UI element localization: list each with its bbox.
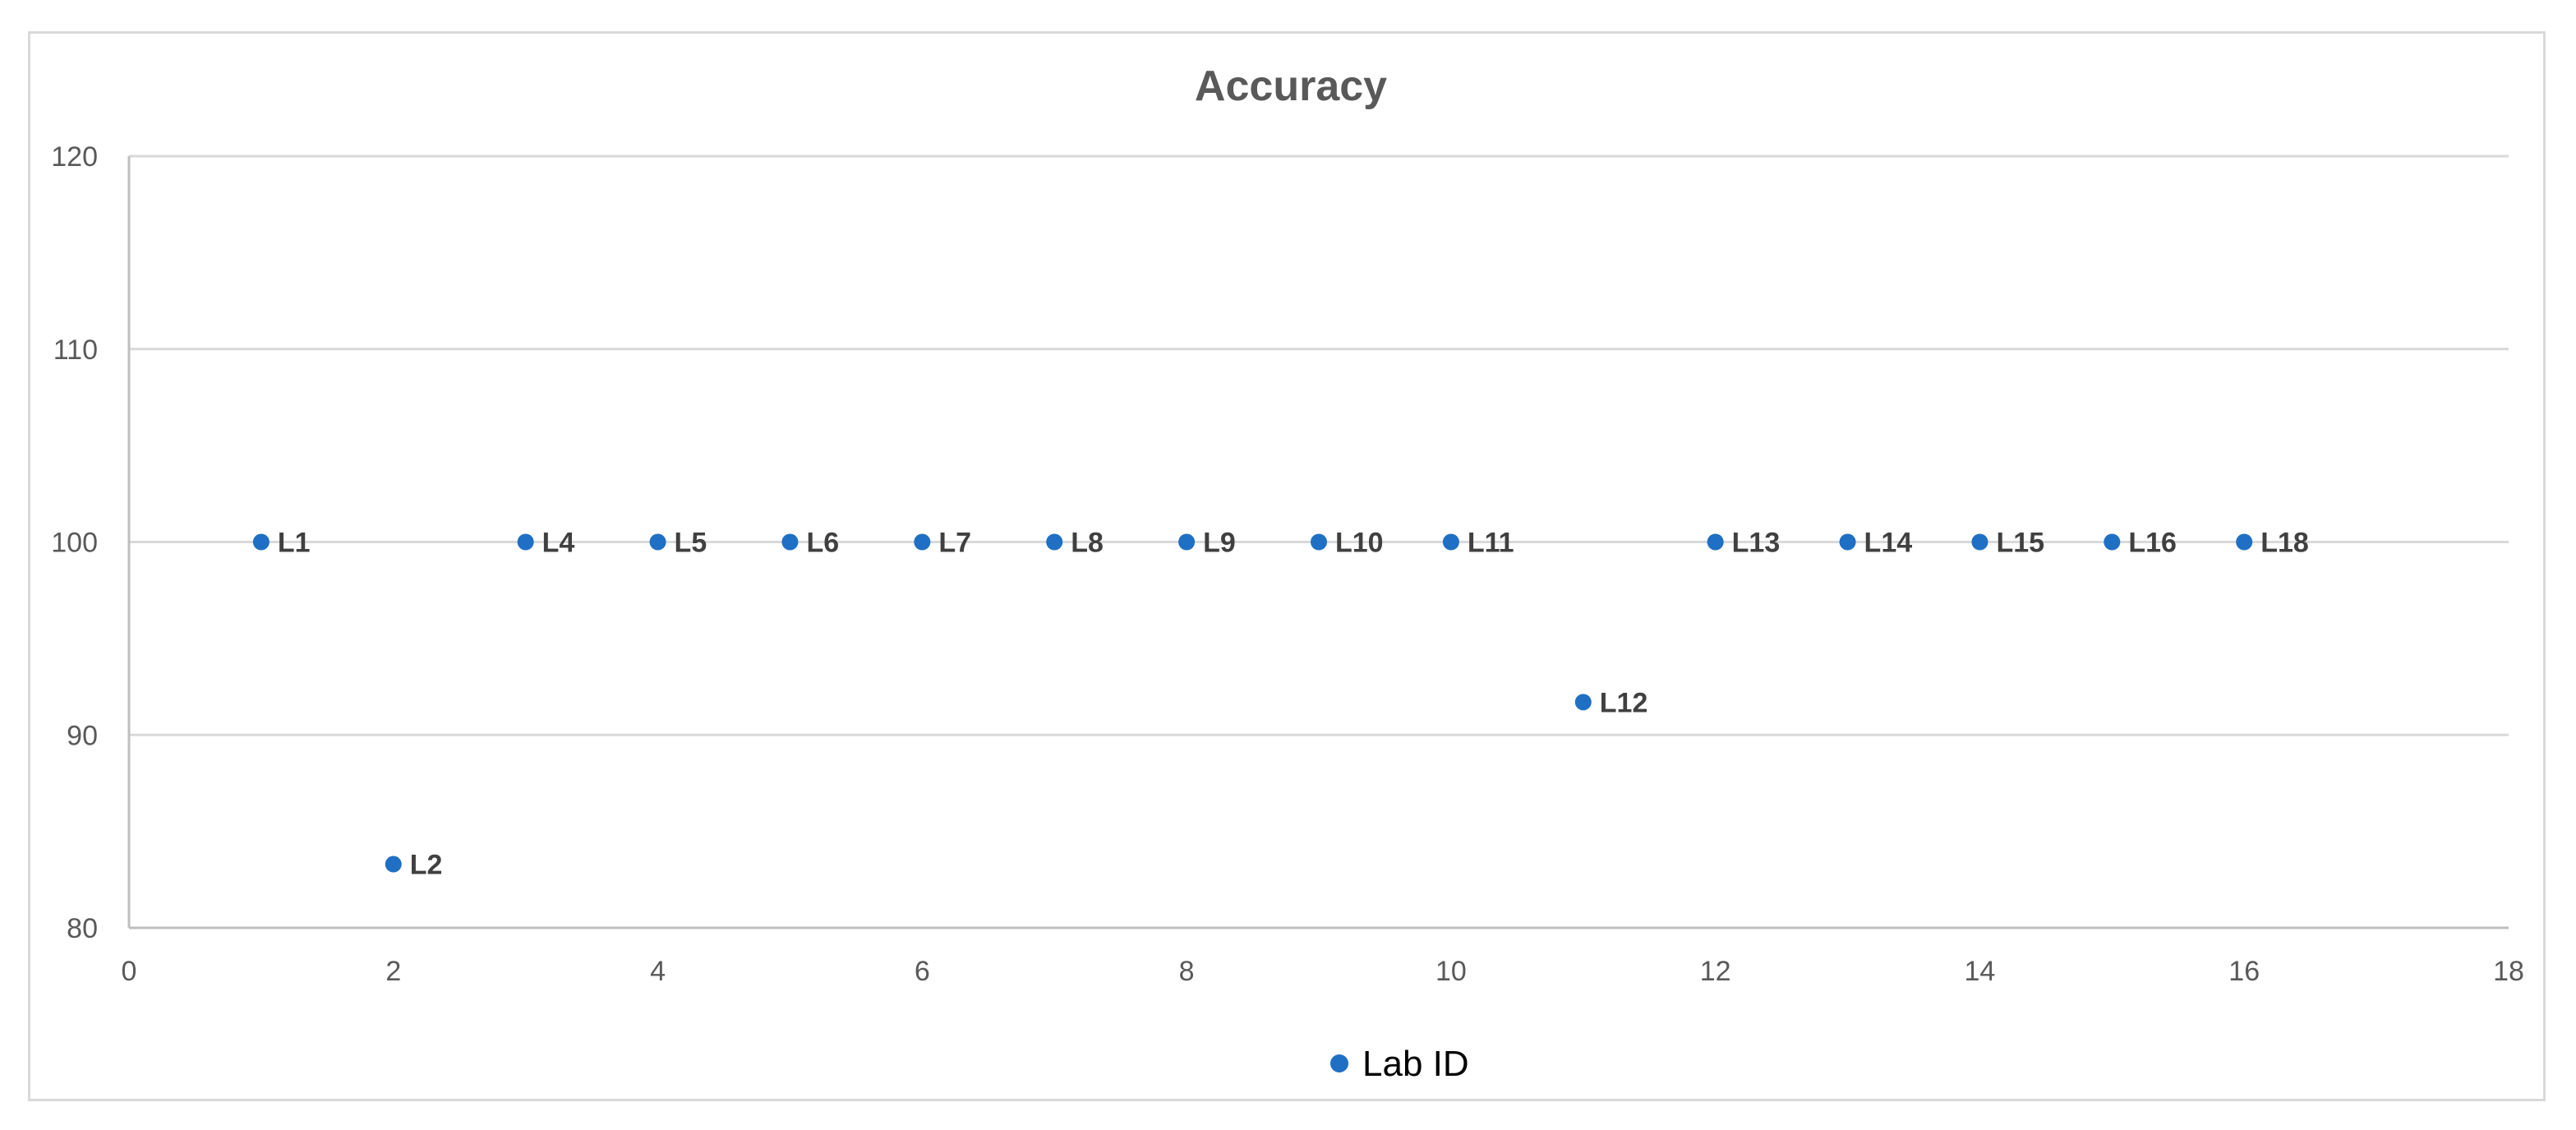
data-point xyxy=(385,856,402,873)
y-tick-label: 120 xyxy=(51,141,98,173)
x-tick-label: 18 xyxy=(2493,956,2524,987)
data-label: L8 xyxy=(1071,528,1104,559)
data-label: L14 xyxy=(1864,528,1913,559)
data-label: L7 xyxy=(938,528,971,559)
data-point xyxy=(2104,533,2121,551)
data-point xyxy=(1971,533,1988,551)
data-label: L2 xyxy=(410,850,443,881)
data-point xyxy=(1839,533,1856,551)
data-label: L12 xyxy=(1600,687,1648,718)
data-point xyxy=(1178,533,1196,551)
data-point xyxy=(1442,533,1459,551)
x-tick-label: 8 xyxy=(1179,956,1195,987)
y-tick-label: 110 xyxy=(53,334,98,366)
data-label: L16 xyxy=(2128,528,2177,559)
data-point xyxy=(517,533,534,551)
chart-area xyxy=(28,31,2546,1101)
data-label: L6 xyxy=(806,528,839,559)
data-label: L4 xyxy=(542,528,575,559)
legend-label: Lab ID xyxy=(1362,1044,1469,1084)
data-point xyxy=(1574,694,1592,711)
data-point xyxy=(914,533,931,551)
x-tick-label: 10 xyxy=(1435,956,1467,987)
data-point xyxy=(2236,533,2253,551)
chart-title: Accuracy xyxy=(1195,62,1387,110)
gridlines xyxy=(129,155,2509,736)
data-label: L9 xyxy=(1203,528,1236,559)
x-tick-label: 14 xyxy=(1965,956,1996,987)
y-tick-label: 80 xyxy=(67,913,98,944)
data-point xyxy=(1707,533,1724,551)
data-point xyxy=(649,533,666,551)
x-tick-label: 16 xyxy=(2228,956,2260,987)
x-tick-label: 0 xyxy=(122,956,137,987)
data-label: L11 xyxy=(1468,528,1514,559)
data-point xyxy=(252,533,270,551)
tick-labels: 80 90 100 110 120 0 2 4 6 8 10 12 14 16 18 xyxy=(51,141,2524,987)
x-tick-label: 6 xyxy=(915,956,930,987)
data-points xyxy=(252,533,2253,873)
point-labels: L1 L2 L4 L5 L6 L7 L8 L9 L10 L11 L12 L13 L14 L15 L16 L18 xyxy=(278,528,2309,881)
data-point xyxy=(1046,533,1063,551)
y-tick-label: 90 xyxy=(67,720,98,751)
data-label: L15 xyxy=(1996,528,2044,559)
data-label: L13 xyxy=(1732,528,1781,559)
legend: Lab ID xyxy=(1330,1044,1469,1084)
data-label: L10 xyxy=(1335,528,1384,559)
x-tick-label: 2 xyxy=(385,956,401,987)
y-tick-label: 100 xyxy=(51,528,98,559)
data-point xyxy=(1311,533,1327,551)
x-tick-label: 4 xyxy=(650,956,666,987)
legend-marker-icon xyxy=(1330,1054,1348,1072)
data-point xyxy=(781,533,799,551)
data-label: L5 xyxy=(675,528,707,559)
x-tick-label: 12 xyxy=(1700,956,1731,987)
data-label: L18 xyxy=(2260,528,2309,559)
axes xyxy=(127,156,2509,929)
data-label: L1 xyxy=(278,528,311,559)
